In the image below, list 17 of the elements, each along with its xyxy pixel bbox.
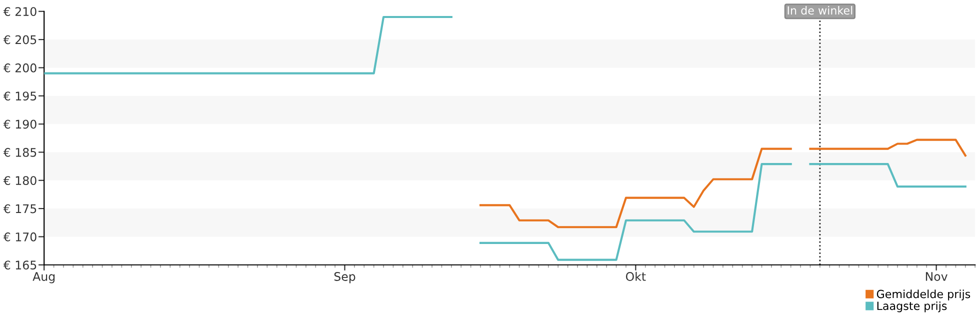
x-tick-label: Aug: [32, 272, 55, 284]
y-tick-label: € 190: [3, 120, 36, 129]
x-tick-label: Okt: [626, 272, 646, 281]
legend-label: Gemiddelde prijs: [876, 290, 970, 300]
y-tick-label: € 180: [3, 176, 36, 186]
y-tick-label: € 185: [3, 148, 36, 157]
y-tick-label: € 195: [3, 92, 36, 101]
legend-label: Laagste prijs: [877, 301, 947, 312]
y-tick-label: € 170: [3, 232, 36, 242]
y-tick-label: € 165: [3, 260, 36, 270]
y-tick-label: € 175: [3, 204, 36, 214]
x-tick-label: Sep: [334, 272, 356, 284]
ref-line-label: In de winkel: [788, 6, 852, 15]
y-tick-label: € 210: [3, 7, 36, 16]
y-tick-label: € 200: [3, 63, 36, 72]
x-tick-label: Nov: [926, 272, 948, 281]
y-tick-label: € 205: [3, 35, 36, 44]
